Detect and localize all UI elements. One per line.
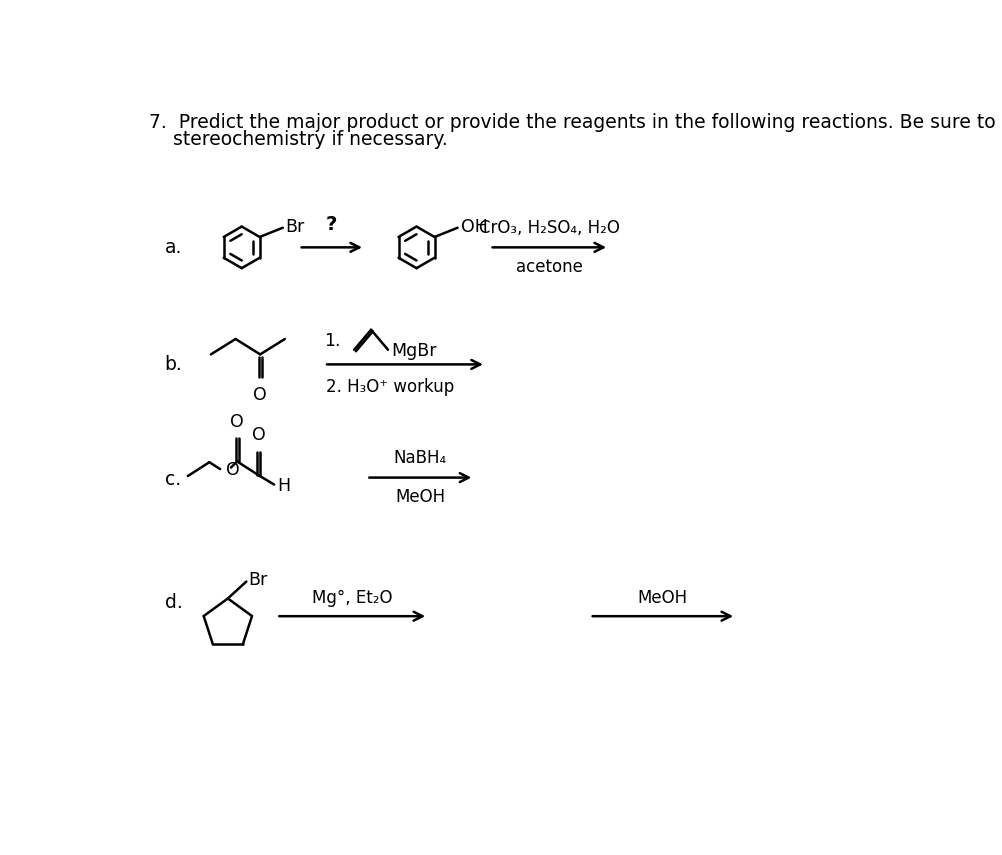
Text: MeOH: MeOH — [638, 589, 688, 607]
Text: O: O — [252, 427, 266, 445]
Text: MgBr: MgBr — [391, 341, 437, 360]
Text: H: H — [278, 477, 291, 495]
Text: OH: OH — [461, 218, 488, 236]
Text: O: O — [226, 461, 240, 479]
Text: ?: ? — [326, 215, 338, 234]
Text: 2. H₃O⁺ workup: 2. H₃O⁺ workup — [326, 378, 454, 396]
Text: MeOH: MeOH — [396, 488, 446, 506]
Text: acetone: acetone — [516, 258, 583, 276]
Text: NaBH₄: NaBH₄ — [394, 449, 447, 467]
Text: Mg°, Et₂O: Mg°, Et₂O — [312, 589, 393, 607]
Text: O: O — [254, 386, 268, 404]
Text: d.: d. — [164, 593, 182, 612]
Text: Br: Br — [248, 571, 268, 589]
Text: Br: Br — [286, 218, 305, 236]
Text: CrO₃, H₂SO₄, H₂O: CrO₃, H₂SO₄, H₂O — [479, 219, 620, 237]
Text: c.: c. — [164, 469, 180, 488]
Text: a.: a. — [164, 238, 182, 256]
Text: 1.: 1. — [324, 333, 341, 351]
Text: stereochemistry if necessary.: stereochemistry if necessary. — [149, 130, 448, 149]
Text: b.: b. — [164, 355, 182, 374]
Text: O: O — [230, 413, 243, 431]
Text: 7.  Predict the major product or provide the reagents in the following reactions: 7. Predict the major product or provide … — [149, 113, 1002, 132]
